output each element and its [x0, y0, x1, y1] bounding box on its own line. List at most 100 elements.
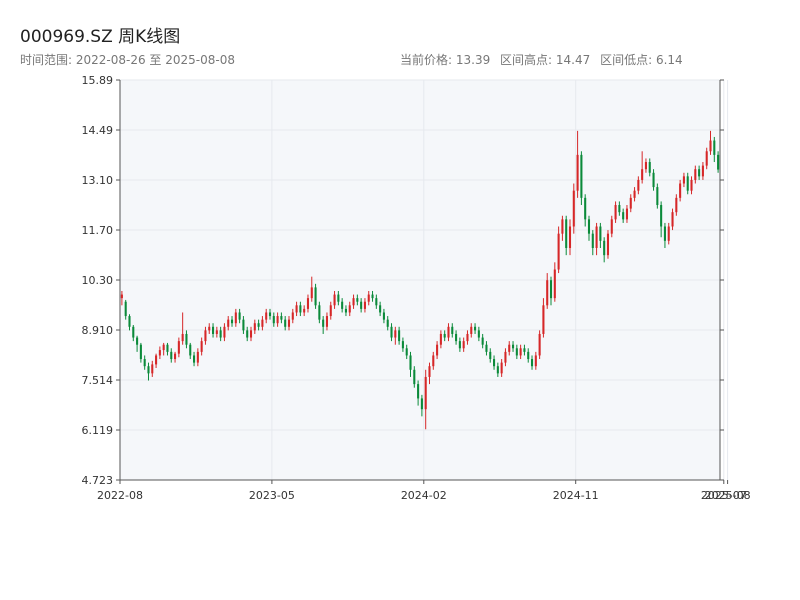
candle-body	[322, 319, 325, 327]
candle-body	[287, 319, 291, 327]
candle-body	[648, 162, 651, 173]
candle	[371, 290, 374, 302]
candle-body	[219, 330, 222, 338]
candle	[204, 326, 207, 345]
candle-body	[276, 316, 279, 324]
candle	[568, 219, 572, 256]
candle-body	[606, 233, 610, 256]
candle	[477, 326, 480, 342]
candle-body	[151, 364, 154, 374]
candle	[219, 326, 222, 342]
candle	[698, 165, 701, 180]
candle-body	[591, 233, 594, 248]
candle	[409, 351, 412, 377]
candle	[538, 330, 541, 360]
candle	[166, 342, 169, 356]
candle-body	[629, 197, 632, 209]
candle-body	[394, 330, 397, 338]
candle-body	[257, 323, 260, 327]
candle	[629, 194, 632, 213]
candle-body	[230, 319, 234, 324]
candle-body	[348, 305, 351, 313]
candle-body	[428, 366, 431, 377]
y-tick-label: 10.30	[82, 274, 114, 287]
candle-body	[493, 359, 496, 367]
candle	[500, 359, 503, 377]
candle-body	[177, 341, 180, 354]
candle-body	[124, 301, 127, 317]
candle-body	[698, 169, 701, 177]
candle-body	[553, 269, 556, 299]
candle-body	[310, 287, 313, 299]
candle	[379, 301, 382, 317]
y-tick-label: 8.910	[82, 324, 114, 337]
candle	[656, 183, 659, 209]
candle-body	[466, 333, 469, 342]
candle-body	[253, 323, 256, 331]
candle-body	[682, 176, 685, 184]
candle	[276, 312, 279, 327]
candle	[151, 360, 154, 377]
candle	[329, 301, 332, 320]
candle-body	[500, 362, 503, 374]
candle	[637, 176, 640, 195]
candle-body	[405, 348, 408, 356]
y-tick-label: 11.70	[82, 224, 114, 237]
candle	[462, 337, 465, 352]
candle	[686, 172, 689, 195]
candle	[291, 308, 294, 324]
candle	[356, 294, 359, 306]
candle	[652, 169, 655, 191]
candle	[534, 351, 537, 370]
candle-body	[128, 316, 131, 327]
candle-body	[447, 326, 450, 338]
candle-body	[580, 154, 583, 198]
candle-body	[568, 226, 572, 248]
candle-body	[375, 298, 378, 306]
candle	[189, 342, 192, 360]
candle	[519, 344, 522, 360]
candle	[614, 201, 617, 223]
axes: 4.723 6.119 7.514 8.910 10.30 11.70 13.10 14.49…	[82, 74, 751, 502]
candle	[660, 201, 663, 238]
candle-body	[455, 333, 458, 342]
candle-body	[603, 240, 606, 256]
candle-body	[356, 298, 359, 302]
y-tick-label: 7.514	[82, 374, 114, 387]
candle-body	[633, 190, 636, 198]
candle-body	[587, 219, 591, 234]
candle-body	[333, 294, 336, 306]
candle-body	[572, 190, 575, 227]
candle-body	[398, 330, 401, 342]
candle	[386, 316, 389, 331]
candle-body	[306, 298, 310, 309]
candle	[158, 346, 161, 360]
candle-body	[549, 280, 553, 299]
candle	[139, 342, 142, 363]
candle	[375, 294, 378, 309]
candle	[580, 151, 583, 206]
candle-body	[189, 344, 192, 356]
candle-body	[284, 319, 287, 327]
candle	[641, 151, 644, 184]
candle-body	[223, 326, 226, 338]
candle	[424, 369, 427, 430]
candle	[181, 312, 184, 345]
range-high-text: 区间高点: 14.47	[500, 53, 591, 67]
candle-body	[382, 312, 385, 320]
candle	[428, 362, 431, 385]
candle	[546, 273, 549, 309]
candle-body	[249, 330, 253, 338]
candle-body	[181, 333, 184, 342]
candle	[420, 394, 423, 417]
candle-body	[299, 305, 302, 313]
candle	[253, 319, 256, 334]
x-tick-label: 2024-11	[553, 489, 599, 502]
candle-body	[436, 344, 439, 356]
candle	[701, 162, 704, 180]
candle-body	[656, 187, 659, 206]
candle-body	[576, 154, 579, 191]
candle-body	[329, 305, 332, 317]
candle	[625, 205, 629, 223]
candle	[348, 301, 351, 317]
